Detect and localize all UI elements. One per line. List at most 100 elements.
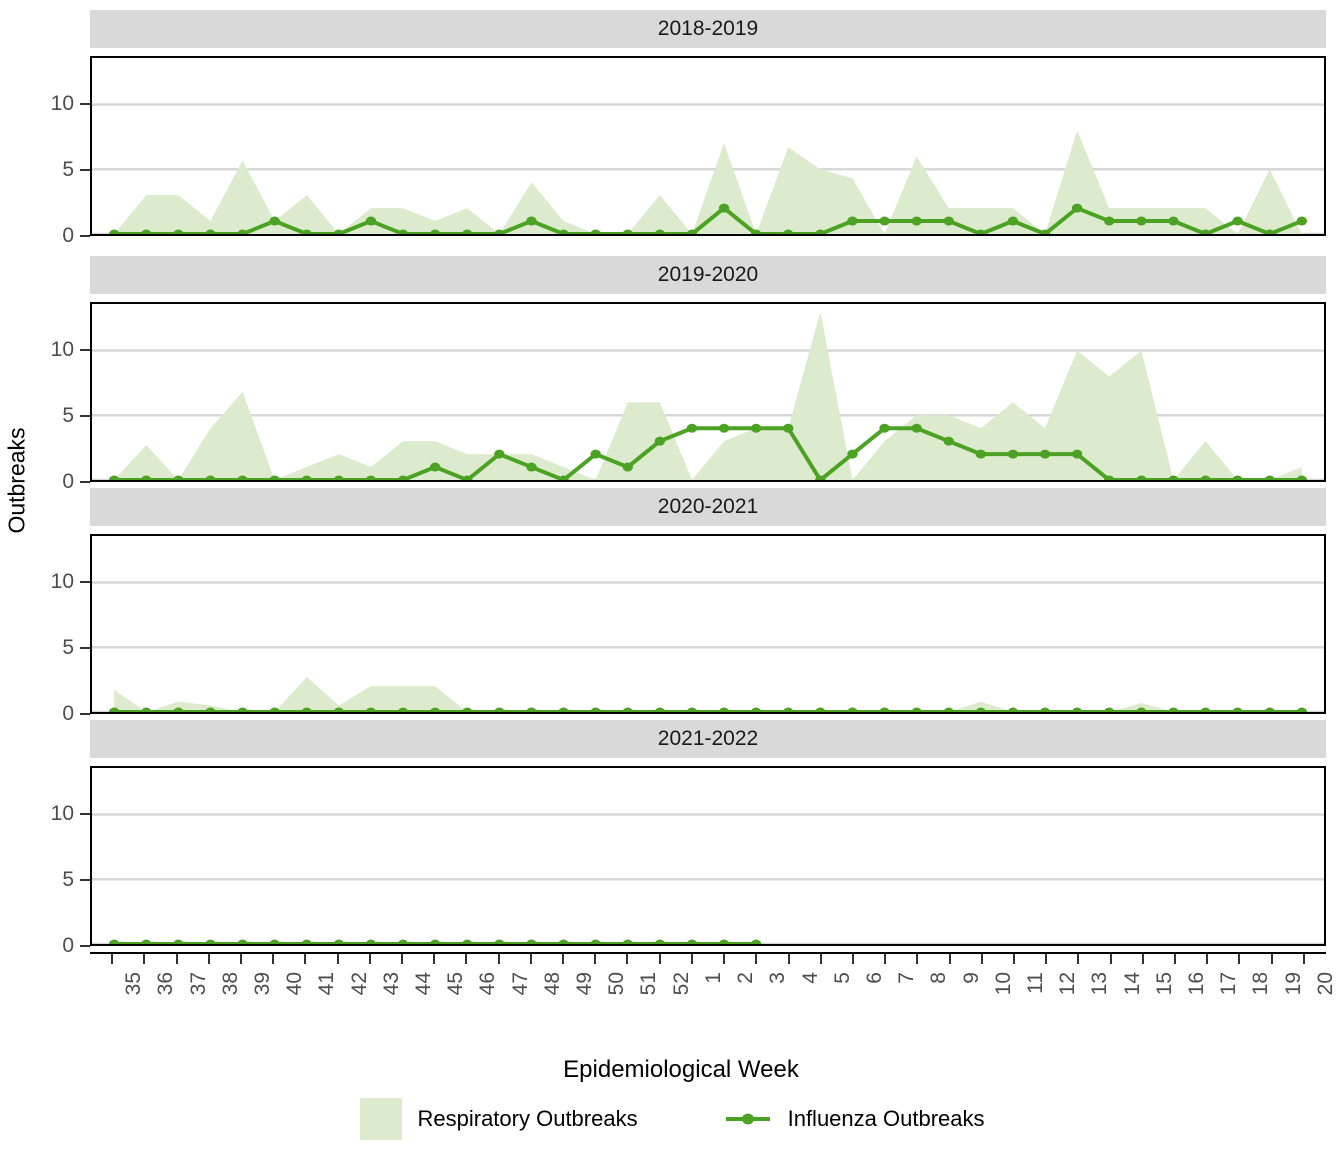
x-tick-label: 35 bbox=[122, 972, 146, 996]
influenza-data-point bbox=[1168, 216, 1179, 226]
x-tick-label: 19 bbox=[1281, 972, 1305, 996]
panel-strip-label: 2020-2021 bbox=[90, 488, 1326, 526]
influenza-data-point bbox=[173, 229, 184, 234]
influenza-data-point bbox=[686, 423, 698, 433]
influenza-data-point bbox=[1296, 216, 1308, 226]
y-tick: 5 bbox=[62, 158, 90, 182]
influenza-data-point bbox=[686, 229, 698, 234]
influenza-data-point bbox=[622, 939, 633, 944]
x-tick-label: 11 bbox=[1023, 972, 1047, 994]
y-axis-ticks: 0 5 10 bbox=[36, 534, 90, 725]
facet-panel: 2020-2021 0 5 10 bbox=[36, 488, 1326, 725]
x-tick-label: 14 bbox=[1120, 972, 1144, 996]
influenza-data-point bbox=[526, 462, 537, 472]
x-tick-mark bbox=[819, 954, 822, 964]
x-tick-mark bbox=[207, 954, 210, 964]
influenza-data-point bbox=[1104, 216, 1115, 226]
x-tick-label: 39 bbox=[251, 972, 275, 996]
influenza-outbreaks-line bbox=[114, 208, 1302, 234]
x-tick-label: 5 bbox=[830, 972, 854, 984]
influenza-data-point bbox=[558, 229, 569, 234]
influenza-data-point bbox=[1232, 216, 1243, 226]
y-tick: 5 bbox=[62, 636, 90, 660]
influenza-data-point bbox=[205, 229, 216, 234]
influenza-data-point bbox=[654, 707, 666, 712]
influenza-data-point bbox=[173, 939, 184, 944]
x-tick-label: 44 bbox=[412, 972, 436, 996]
x-tick-mark bbox=[529, 954, 532, 964]
influenza-data-point bbox=[1168, 475, 1179, 480]
influenza-data-point bbox=[686, 707, 698, 712]
influenza-data-point bbox=[750, 229, 762, 234]
plot-svg bbox=[92, 813, 1324, 944]
y-tick-label: 10 bbox=[50, 337, 74, 361]
influenza-data-point bbox=[1071, 707, 1083, 712]
influenza-data-point bbox=[494, 939, 505, 944]
influenza-data-point bbox=[108, 707, 120, 712]
x-tick-label: 15 bbox=[1152, 972, 1176, 996]
plot-svg bbox=[92, 581, 1324, 712]
influenza-data-point bbox=[1136, 216, 1147, 226]
y-tick-mark bbox=[80, 646, 90, 649]
influenza-data-point bbox=[429, 707, 441, 712]
influenza-data-point bbox=[494, 229, 505, 234]
x-tick-mark bbox=[562, 954, 565, 964]
influenza-data-point bbox=[911, 707, 922, 712]
plot-svg bbox=[92, 311, 1324, 480]
influenza-data-point bbox=[462, 939, 473, 944]
x-tick-label: 12 bbox=[1056, 972, 1080, 996]
legend-line-swatch bbox=[725, 1113, 770, 1125]
y-tick: 10 bbox=[51, 92, 90, 116]
influenza-data-point bbox=[494, 707, 505, 712]
influenza-data-point bbox=[494, 449, 505, 459]
influenza-data-point bbox=[1264, 707, 1275, 712]
legend-item[interactable]: Respiratory Outbreaks bbox=[359, 1098, 638, 1140]
influenza-data-point bbox=[141, 475, 152, 480]
influenza-data-point bbox=[173, 707, 184, 712]
influenza-data-point bbox=[879, 707, 890, 712]
influenza-data-point bbox=[1104, 707, 1115, 712]
influenza-data-point bbox=[622, 462, 633, 472]
influenza-data-point bbox=[1136, 475, 1147, 480]
y-tick: 0 bbox=[62, 470, 90, 494]
y-axis-title: Outbreaks bbox=[0, 0, 34, 960]
influenza-data-point bbox=[1232, 707, 1243, 712]
x-tick-label: 13 bbox=[1088, 972, 1112, 996]
x-tick-mark bbox=[755, 954, 758, 964]
x-tick-label: 6 bbox=[862, 972, 886, 984]
y-axis-ticks: 0 5 10 bbox=[36, 302, 90, 493]
influenza-data-point bbox=[205, 475, 216, 480]
influenza-data-point bbox=[108, 229, 120, 234]
x-tick-mark bbox=[948, 954, 951, 964]
plot-svg bbox=[92, 103, 1324, 234]
influenza-data-point bbox=[141, 939, 152, 944]
respiratory-outbreaks-area bbox=[114, 677, 1302, 712]
influenza-data-point bbox=[1071, 449, 1083, 459]
x-tick-mark bbox=[658, 954, 661, 964]
influenza-data-point bbox=[397, 939, 409, 944]
x-tick-mark bbox=[111, 954, 114, 964]
influenza-data-point bbox=[1007, 707, 1019, 712]
x-tick-mark bbox=[304, 954, 307, 964]
influenza-data-point bbox=[847, 449, 858, 459]
x-tick-mark bbox=[980, 954, 983, 964]
influenza-data-point bbox=[269, 216, 280, 226]
x-axis-title: Epidemiological Week bbox=[563, 1056, 799, 1083]
x-tick-mark bbox=[401, 954, 404, 964]
y-tick: 10 bbox=[51, 570, 90, 594]
influenza-data-point bbox=[333, 229, 345, 234]
influenza-data-point bbox=[462, 707, 473, 712]
x-tick-label: 2 bbox=[734, 972, 758, 984]
x-tick-label: 8 bbox=[927, 972, 951, 984]
x-tick-mark bbox=[1141, 954, 1144, 964]
legend-item[interactable]: Influenza Outbreaks bbox=[724, 1098, 985, 1140]
x-tick-mark bbox=[1238, 954, 1241, 964]
x-tick-mark bbox=[1302, 954, 1305, 964]
x-tick-label: 16 bbox=[1184, 972, 1208, 996]
influenza-data-point bbox=[1200, 475, 1211, 480]
y-tick-mark bbox=[80, 168, 90, 171]
influenza-data-point bbox=[911, 216, 922, 226]
x-tick-mark bbox=[690, 954, 693, 964]
influenza-data-point bbox=[526, 707, 537, 712]
